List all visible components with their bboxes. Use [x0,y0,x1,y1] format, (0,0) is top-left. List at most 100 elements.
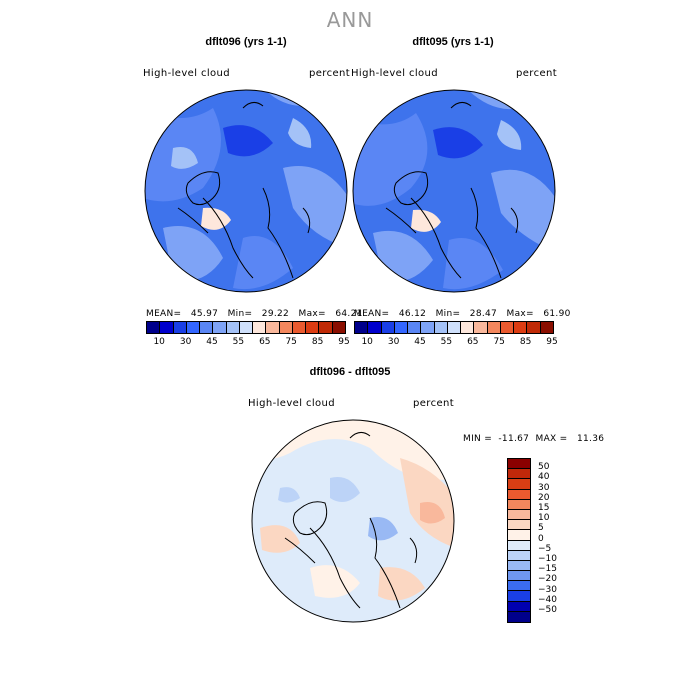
diff-colorbar [507,458,531,623]
colorbar-tick-label: 10 [153,337,165,347]
diff-colorbar-tick-label: 10 [538,513,550,524]
colorbar-tick-label: 85 [311,337,324,347]
diff-colorbar-swatch [508,489,530,500]
diff-colorbar-swatch [508,581,530,592]
diff-polar-map [251,419,455,623]
diff-colorbar-tick-label: −20 [538,574,557,585]
colorbar-swatch [306,322,320,333]
panel2-colorbar [354,321,554,334]
diff-colorbar-swatch [508,611,530,622]
diff-colorbar-swatch [508,499,530,510]
diff-colorbar-tick-label: 40 [538,472,550,483]
panel1-units-label: percent [309,68,351,79]
panel2-stats: MEAN= 46.12 Min= 28.47 Max= 61.90 [354,309,571,319]
colorbar-tick-label: 95 [338,337,350,347]
colorbar-tick-label: 65 [467,337,479,347]
colorbar-tick-label: 85 [519,337,532,347]
colorbar-tick-label: 10 [361,337,373,347]
diff-stats: MIN = -11.67 MAX = 11.36 [463,434,605,444]
colorbar-swatch [514,322,528,333]
main-title: ANN [326,8,374,32]
diff-colorbar-swatch [508,509,530,521]
colorbar-tick-label: 45 [414,337,426,347]
diff-coastlines [284,432,418,609]
colorbar-swatch [279,322,293,333]
diff-title: dflt096 - dflt095 [309,366,391,378]
diff-colorbar-ticks: 50 40 30 20 15 10 5 0 −5 −10 −15 −20 −30 −40 −50 [538,458,578,622]
colorbar-tick-label: 45 [206,337,218,347]
colorbar-swatch [200,322,214,333]
panel2-polar-map [352,89,556,293]
colorbar-swatch [394,322,409,333]
diff-colorbar-swatch [508,469,530,480]
diff-colorbar-tick-label: −30 [538,584,557,595]
panel2-units-label: percent [516,68,558,79]
colorbar-swatch [239,322,254,333]
colorbar-tick-label: 95 [546,337,558,347]
diff-units-label: percent [413,398,455,409]
diff-colorbar-tick-label: 50 [538,462,550,473]
colorbar-swatch [540,322,553,333]
panel1-variable-label: High-level cloud [143,68,231,79]
panel1-colorbar-ticks: 10 30 45 55 65 75 85 95 [146,337,349,348]
colorbar-swatch [253,322,267,333]
panel2-colorbar-ticks: 10 30 45 55 65 75 85 95 [354,337,557,348]
colorbar-swatch [527,322,541,333]
colorbar-tick-label: 30 [179,337,192,347]
diff-colorbar-swatch [508,601,530,612]
panel1-polar-map [144,89,348,293]
colorbar-tick-label: 75 [493,337,505,347]
panel1-coastlines [177,102,311,279]
colorbar-swatch [319,322,333,333]
diff-colorbar-tick-label: 20 [538,492,550,503]
colorbar-swatch [213,322,227,333]
colorbar-swatch [408,322,422,333]
colorbar-swatch [292,322,307,333]
colorbar-tick-label: 55 [232,337,245,347]
colorbar-swatch [487,322,501,333]
panel2-title: dflt095 (yrs 1-1) [412,36,494,48]
colorbar-swatch [355,322,369,333]
colorbar-swatch [474,322,488,333]
diff-colorbar-tick-label: −40 [538,594,557,605]
diff-colorbar-tick-label: 5 [538,523,544,534]
panel1-stats: MEAN= 45.97 Min= 29.22 Max= 64.21 [146,309,363,319]
panel2-variable-label: High-level cloud [351,68,439,79]
colorbar-swatch [381,322,395,333]
diff-colorbar-swatch [508,540,530,551]
diff-colorbar-tick-label: 15 [538,503,550,513]
colorbar-tick-label: 30 [387,337,400,347]
diff-colorbar-tick-label: −15 [538,564,557,575]
panel1-colorbar [146,321,346,334]
colorbar-swatch [332,322,345,333]
diff-colorbar-swatch [508,591,530,602]
colorbar-swatch [147,322,161,333]
colorbar-swatch [266,322,280,333]
colorbar-swatch [461,322,475,333]
colorbar-tick-label: 55 [440,337,453,347]
panel2-coastlines [385,102,519,279]
colorbar-swatch [160,322,174,333]
diff-colorbar-tick-label: −10 [538,554,557,564]
diff-colorbar-swatch [508,530,530,541]
colorbar-tick-label: 65 [259,337,271,347]
colorbar-swatch [173,322,187,333]
diff-colorbar-swatch [508,459,530,470]
colorbar-swatch [186,322,201,333]
colorbar-swatch [434,322,448,333]
colorbar-swatch [421,322,435,333]
colorbar-swatch [226,322,240,333]
diff-colorbar-swatch [508,550,530,561]
colorbar-swatch [368,322,382,333]
diff-colorbar-tick-label: −5 [538,543,552,554]
colorbar-swatch [500,322,515,333]
diff-colorbar-tick-label: 30 [538,482,550,493]
diff-colorbar-swatch [508,479,530,490]
diff-colorbar-swatch [508,560,530,572]
colorbar-tick-label: 75 [285,337,297,347]
panel1-title: dflt096 (yrs 1-1) [205,36,287,48]
diff-colorbar-swatch [508,520,530,531]
diff-colorbar-swatch [508,571,530,582]
diff-colorbar-tick-label: −50 [538,605,557,615]
colorbar-swatch [447,322,462,333]
